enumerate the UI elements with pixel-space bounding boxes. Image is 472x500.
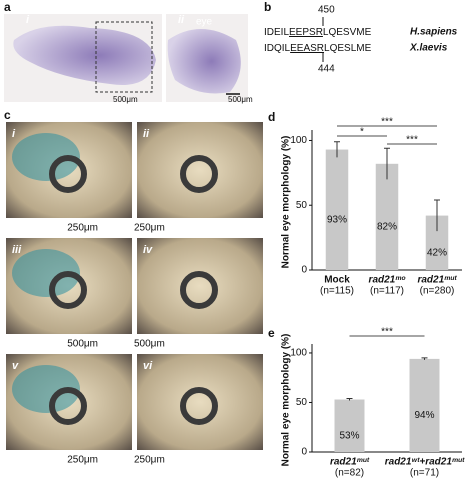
y-tick-label: 0 [301, 447, 307, 458]
value-label: 53% [339, 430, 359, 441]
sub-label: iii [12, 244, 22, 256]
embryo [13, 25, 157, 85]
bar [409, 358, 440, 452]
bar [425, 215, 449, 270]
sub-label: vi [143, 360, 153, 372]
sub-label: i [26, 14, 30, 26]
n-label: (n=71) [410, 468, 439, 479]
photo [137, 122, 263, 218]
error-bar [334, 141, 340, 158]
sequences: IDEILEEPSRLQESVME H.sapiensIDQILEEASRLQES… [264, 27, 458, 54]
inset-box [95, 21, 153, 93]
error-bar [434, 199, 440, 232]
y-tick-label: 50 [296, 200, 308, 211]
sub-labels: i 250μm ii 250μm iii 500μm iv 500μm v 250μm vi 250μ… [12, 128, 165, 466]
scale-label: 500μm [228, 95, 253, 104]
n-label: (n=280) [420, 286, 455, 297]
y-tick-label: 0 [301, 265, 307, 276]
error-bar [346, 398, 353, 401]
x-tick-label: rad21ʷᵗ+rad21ᵐᵘᵗ [385, 457, 465, 468]
panel-label: d [268, 110, 275, 124]
value-label: 42% [427, 247, 447, 258]
scale-label: 500μm [134, 339, 165, 350]
sub-label: ii [143, 128, 150, 140]
significance: *** [406, 135, 418, 146]
sequence-part: EEPSR [289, 27, 323, 38]
bar [375, 163, 399, 270]
panel-label: b [264, 0, 271, 14]
sequence-part: EEASR [290, 43, 324, 54]
y-tick-label: 50 [296, 397, 308, 408]
photos [4, 14, 263, 450]
significance: * [360, 127, 364, 138]
sequence-part: IDEIL [264, 27, 289, 38]
value-label: 82% [377, 222, 397, 233]
scale-label: 500μm [113, 95, 138, 104]
x-tick-label: Mock [324, 275, 350, 286]
error-bar [421, 357, 428, 360]
eye-label: eye [196, 17, 213, 28]
stain [12, 249, 80, 297]
sequence: IDQILEEASRLQESLME [264, 43, 372, 54]
embryo [167, 29, 241, 94]
eye [49, 271, 87, 309]
species: X.laevis [409, 43, 448, 54]
significance: *** [381, 117, 393, 128]
n-label: (n=117) [370, 286, 404, 297]
sequence: IDEILEEPSRLQESVME [264, 27, 372, 38]
scale-label: 500μm [67, 339, 98, 350]
eye [49, 155, 87, 193]
eye [180, 155, 218, 193]
eye [49, 387, 87, 425]
eye [180, 271, 218, 309]
sub-label: ii [178, 14, 185, 26]
sequence-part: IDQIL [264, 43, 291, 54]
value-label: 93% [327, 214, 347, 225]
scale-label: 250μm [67, 223, 98, 234]
panel-label: e [268, 326, 275, 340]
eye [180, 387, 218, 425]
value-label: 94% [414, 410, 434, 421]
y-axis-label: Normal eye morphology (%) [281, 334, 292, 467]
y-tick-label: 100 [290, 135, 307, 146]
stain [12, 365, 80, 413]
panel-label: c [4, 108, 11, 122]
scale-label: 250μm [67, 455, 98, 466]
x-tick-label: rad21ᵐᵘᵗ [330, 457, 370, 468]
y-axis-label: Normal eye morphology (%) [281, 136, 292, 269]
stain [12, 133, 80, 181]
photo [137, 354, 263, 450]
n-label: (n=115) [320, 286, 354, 297]
significance: *** [381, 327, 393, 338]
species: H.sapiens [410, 27, 458, 38]
x-tick-label: rad21ᵐᵘᵗ [417, 275, 457, 286]
residue-number: 444 [318, 64, 335, 75]
residue-number: 450 [318, 5, 335, 16]
scale-label: 250μm [134, 223, 165, 234]
bar [334, 399, 365, 452]
sub-label: iv [143, 244, 153, 256]
photo [137, 238, 263, 334]
error-bar [384, 147, 390, 180]
x-tick-label: rad21ᵐᵒ [369, 275, 407, 286]
sub-label: i [12, 128, 16, 140]
bar [325, 149, 349, 270]
sequence-part: LQESVME [323, 27, 372, 38]
panel-label: a [4, 0, 11, 14]
y-tick-label: 100 [290, 348, 307, 359]
sub-label: v [12, 360, 19, 372]
scale-label: 250μm [134, 455, 165, 466]
sequence-part: LQESLME [324, 43, 372, 54]
n-label: (n=82) [335, 468, 364, 479]
